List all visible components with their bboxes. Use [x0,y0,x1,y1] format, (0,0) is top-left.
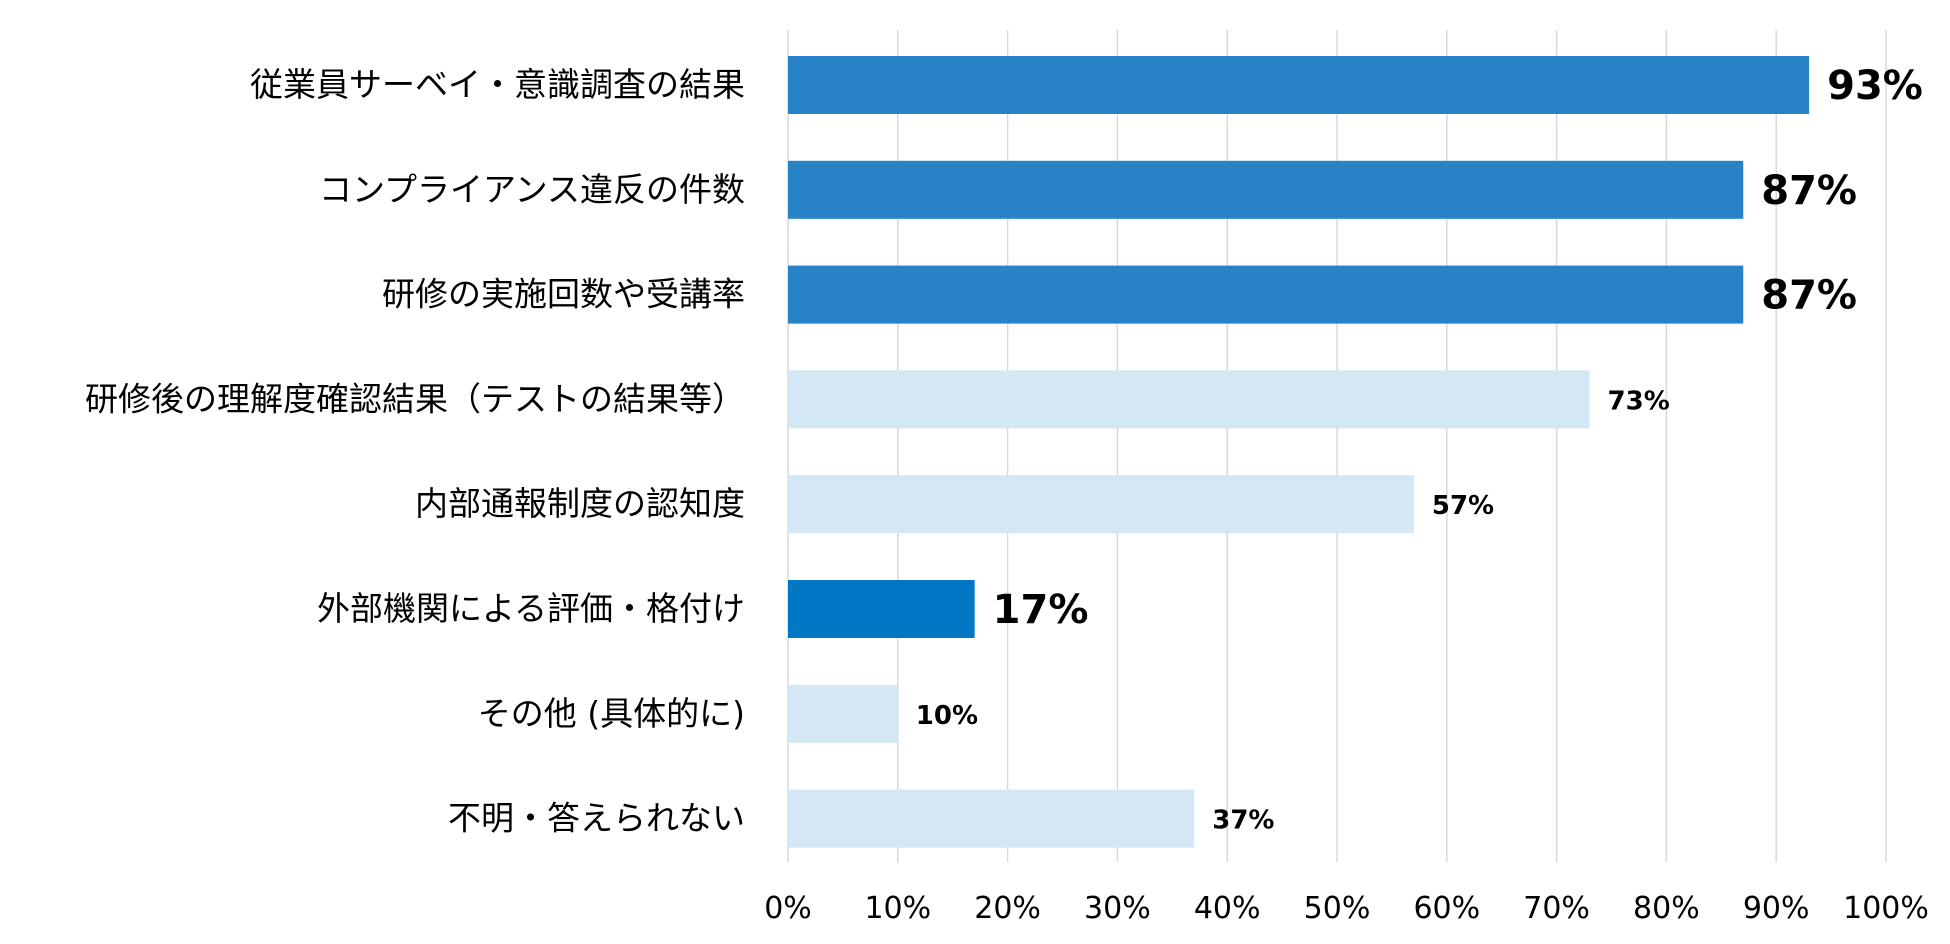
category-label: その他 (具体的に) [478,694,745,733]
data-label: 57% [1432,491,1494,521]
bar [788,789,1195,848]
category-label: コンプライアンス違反の件数 [319,170,745,209]
category-label: 研修の実施回数や受講率 [382,275,745,314]
data-label: 93% [1827,63,1923,109]
x-tick-label: 50% [1304,891,1371,926]
x-axis-tick-labels: 0% 10% 20% 30% 40% 50% 60% 70% 80% 90% 100% [764,891,1929,926]
x-tick-label: 80% [1633,891,1700,926]
data-label: 73% [1608,386,1670,416]
x-tick-label: 0% [764,891,812,926]
bars [788,56,1810,848]
x-tick-label: 10% [864,891,931,926]
category-label: 不明・答えられない [448,799,745,838]
bar [788,684,898,743]
x-tick-label: 30% [1084,891,1151,926]
bar [788,475,1414,534]
bar [788,580,975,638]
data-label: 10% [916,701,978,731]
bar [788,370,1590,429]
x-tick-label: 60% [1413,891,1480,926]
x-tick-label: 100% [1843,891,1929,926]
category-label: 外部機関による評価・格付け [317,589,745,628]
category-label: 研修後の理解度確認結果（テストの結果等） [85,379,745,418]
data-labels: 93% 87% 87% 73% 57% 17% 10% 37% [916,63,1923,836]
bar [788,160,1744,219]
data-label: 17% [993,587,1089,633]
data-label: 37% [1212,806,1274,836]
x-tick-label: 90% [1743,891,1810,926]
category-label: 従業員サーベイ・意識調査の結果 [250,65,745,104]
x-tick-label: 70% [1523,891,1590,926]
x-tick-label: 40% [1194,891,1261,926]
category-label: 内部通報制度の認知度 [415,484,745,523]
x-tick-label: 20% [974,891,1041,926]
bar [788,56,1810,114]
y-axis-category-labels: 従業員サーベイ・意識調査の結果コンプライアンス違反の件数研修の実施回数や受講率研… [85,65,745,838]
gridlines [787,30,1887,862]
bar [788,265,1744,324]
data-label: 87% [1761,273,1857,319]
data-label: 87% [1761,168,1857,214]
